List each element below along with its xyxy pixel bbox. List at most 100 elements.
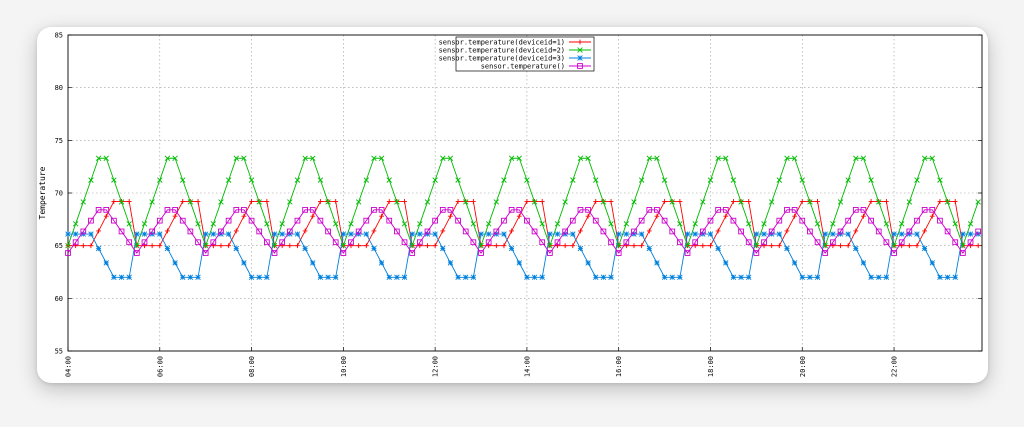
data-point xyxy=(814,221,821,227)
data-point xyxy=(241,207,247,213)
data-point xyxy=(348,239,354,246)
data-point xyxy=(271,250,278,256)
data-point xyxy=(577,63,583,69)
data-point xyxy=(279,231,285,237)
data-point xyxy=(172,155,178,161)
data-point xyxy=(921,155,928,161)
data-point xyxy=(302,155,308,161)
data-point xyxy=(348,231,354,237)
data-point xyxy=(708,243,713,249)
data-point xyxy=(776,243,782,249)
data-point xyxy=(906,228,913,235)
data-point xyxy=(577,245,584,252)
y-tick-label: 80 xyxy=(55,84,63,92)
data-point xyxy=(898,231,905,237)
data-point xyxy=(218,243,224,249)
data-point xyxy=(608,221,614,227)
data-point xyxy=(432,217,438,224)
data-point xyxy=(600,228,607,235)
data-point xyxy=(746,199,752,204)
data-point xyxy=(416,239,423,246)
series-4 xyxy=(65,207,982,256)
data-point xyxy=(417,231,423,237)
data-point xyxy=(822,231,828,237)
data-point xyxy=(516,213,522,219)
data-point xyxy=(95,155,102,161)
data-point xyxy=(218,199,224,205)
data-point xyxy=(906,243,912,249)
data-point xyxy=(761,243,767,249)
data-point xyxy=(310,213,316,219)
data-point xyxy=(279,239,286,246)
data-point xyxy=(837,199,844,205)
data-point xyxy=(715,207,721,213)
data-point xyxy=(784,228,790,234)
data-point xyxy=(340,231,347,237)
data-point xyxy=(264,221,270,227)
data-point xyxy=(654,207,660,213)
data-point xyxy=(922,228,928,234)
data-point xyxy=(631,228,637,235)
data-point xyxy=(111,199,117,204)
data-point xyxy=(937,274,943,280)
data-point xyxy=(363,217,370,224)
series-line xyxy=(67,209,979,254)
data-point xyxy=(852,207,859,213)
data-point xyxy=(807,199,813,205)
data-point xyxy=(531,199,538,205)
data-point xyxy=(761,239,767,246)
data-point xyxy=(853,245,859,252)
data-point xyxy=(738,199,744,205)
data-point xyxy=(593,274,599,280)
data-point xyxy=(822,250,829,256)
series-line xyxy=(67,157,979,248)
data-point xyxy=(838,243,843,249)
x-tick-label: 16:00 xyxy=(615,356,623,377)
data-point xyxy=(355,199,362,205)
y-tick-label: 60 xyxy=(55,295,63,303)
data-point xyxy=(233,228,239,234)
data-point xyxy=(470,221,477,227)
data-point xyxy=(371,207,377,213)
data-point xyxy=(845,177,851,183)
data-point xyxy=(975,243,981,249)
data-point xyxy=(371,155,377,161)
data-point xyxy=(271,231,278,237)
data-point xyxy=(768,228,775,235)
data-point xyxy=(103,213,109,219)
data-point xyxy=(814,239,821,246)
data-point xyxy=(470,239,477,246)
data-point xyxy=(378,260,385,266)
data-point xyxy=(470,199,476,204)
data-point xyxy=(501,231,507,237)
data-point xyxy=(860,260,867,266)
data-point xyxy=(65,231,71,237)
series-1 xyxy=(65,199,981,249)
data-point xyxy=(195,221,201,227)
data-point xyxy=(294,177,301,183)
data-point xyxy=(578,228,583,234)
data-point xyxy=(287,243,293,249)
data-point xyxy=(623,239,630,246)
data-point xyxy=(845,217,852,224)
data-point xyxy=(394,274,400,280)
data-point xyxy=(968,243,973,249)
line-chart: 55 60 65 70 75 80 85 04:00 06:00 08:00 10:00 12:00 1… xyxy=(38,32,983,377)
data-point xyxy=(332,274,339,280)
data-point xyxy=(157,243,163,249)
data-point xyxy=(111,217,117,224)
data-point xyxy=(730,217,737,224)
data-point xyxy=(715,245,721,252)
data-point xyxy=(585,213,591,219)
data-point xyxy=(485,221,492,227)
data-point xyxy=(470,274,477,280)
data-point xyxy=(623,231,630,237)
data-point xyxy=(310,155,316,161)
data-point xyxy=(180,199,186,204)
data-point xyxy=(730,177,737,183)
data-point xyxy=(394,199,400,205)
data-point xyxy=(141,231,148,237)
data-point xyxy=(722,207,729,213)
data-point xyxy=(929,260,936,266)
data-point xyxy=(187,228,194,235)
